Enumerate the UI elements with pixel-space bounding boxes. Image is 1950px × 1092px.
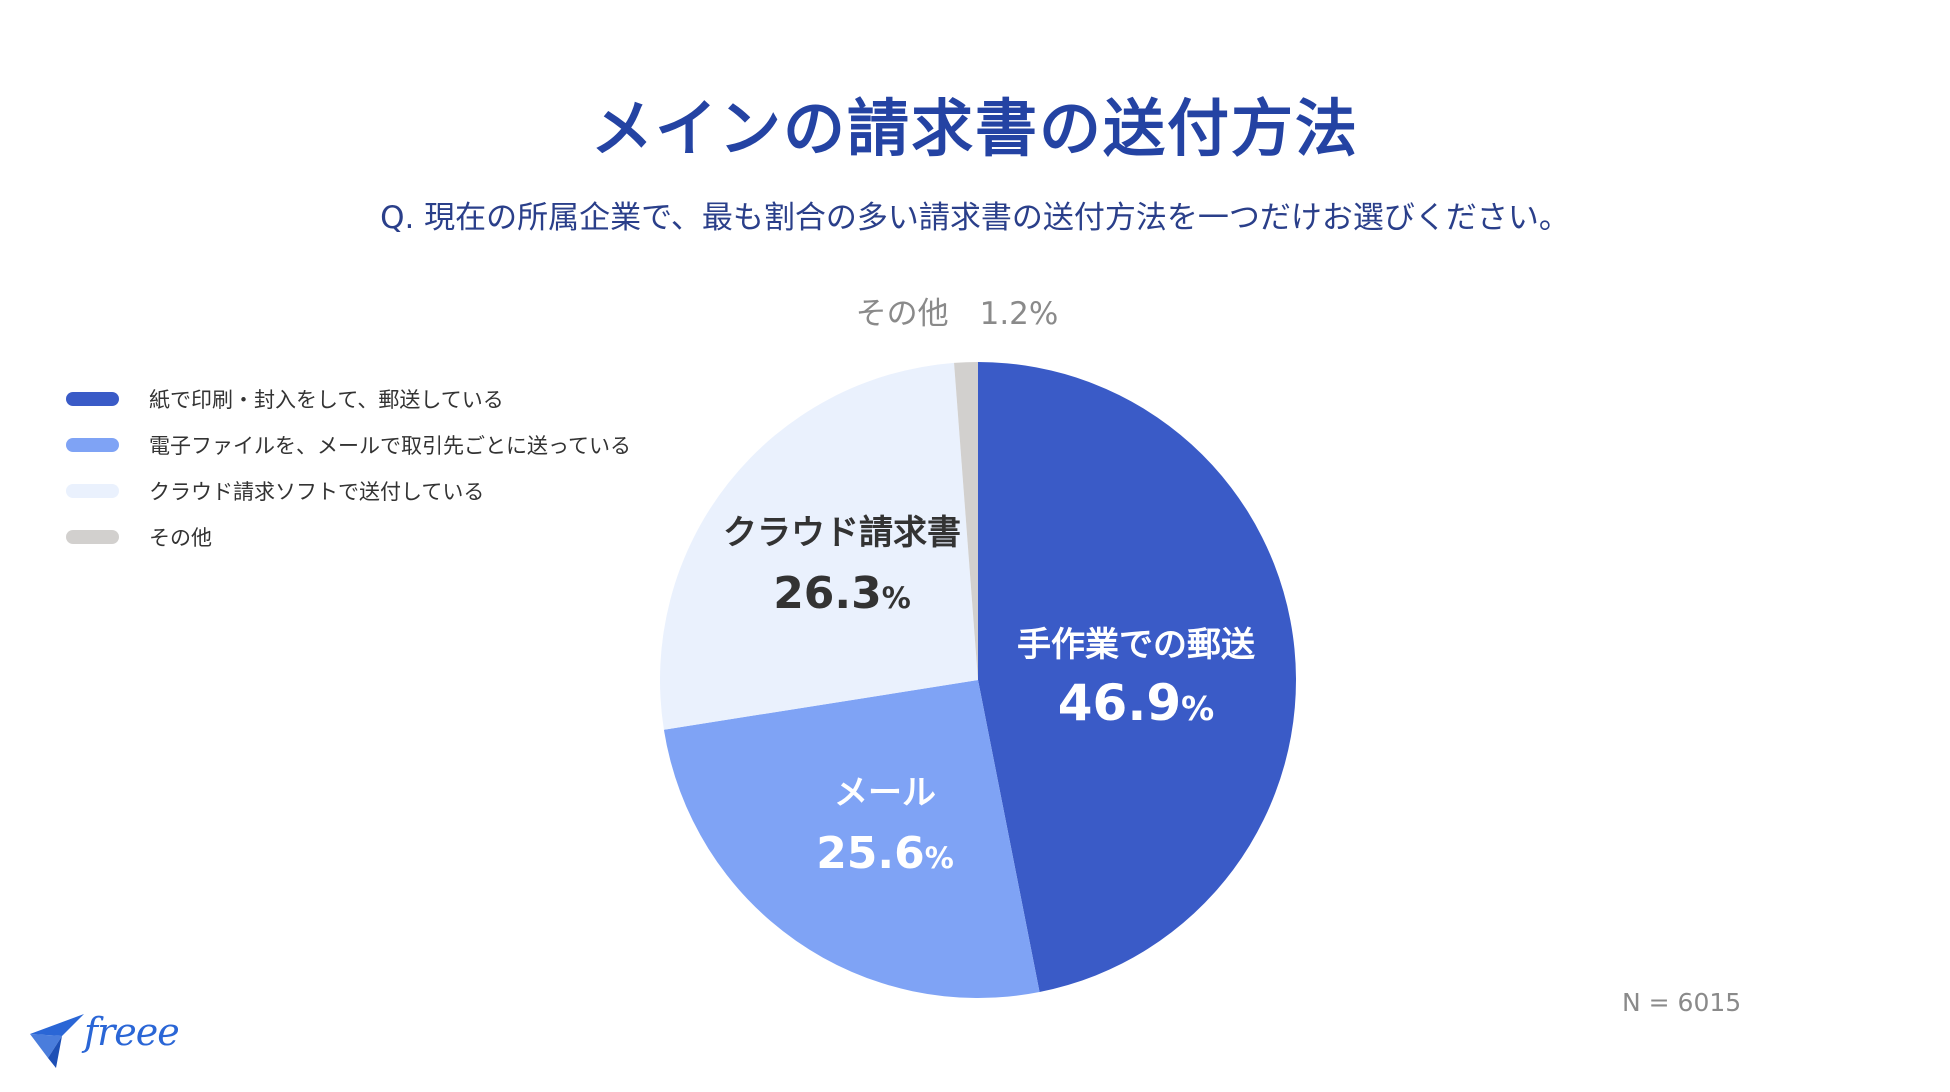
legend-item: 電子ファイルを、メールで取引先ごとに送っている [66,422,631,468]
legend: 紙で印刷・封入をして、郵送している 電子ファイルを、メールで取引先ごとに送ってい… [66,376,631,560]
legend-item: その他 [66,514,631,560]
pie-slice [663,680,1040,998]
legend-swatch [66,530,119,544]
chart-subtitle: Q. 現在の所属企業で、最も割合の多い請求書の送付方法を一つだけお選びください。 [380,200,1570,236]
legend-label: その他 [149,526,212,550]
pie-slice [978,362,1296,992]
bird-icon [30,1014,84,1068]
legend-swatch [66,392,119,406]
legend-swatch [66,438,119,452]
legend-item: 紙で印刷・封入をして、郵送している [66,376,631,422]
slice-value-label: 46.9% [1058,674,1214,732]
slice-label: 手作業での郵送 [1017,625,1255,665]
pie-slice [660,362,978,730]
chart-title: メインの請求書の送付方法 [590,92,1359,165]
sample-size-note: N = 6015 [1622,988,1742,1017]
outside-slice-label: その他 1.2% [856,296,1059,332]
logo-text: freee [84,1010,180,1054]
slice-value-label: 26.3% [773,568,911,619]
legend-swatch [66,484,119,498]
slice-value-label: 25.6% [816,828,954,879]
legend-label: 紙で印刷・封入をして、郵送している [149,388,504,412]
pie-slice [954,362,978,680]
slice-label: クラウド請求書 [723,513,961,553]
legend-label: クラウド請求ソフトで送付している [149,480,485,504]
freee-logo: freee [26,1006,196,1076]
slice-label: メール [834,773,936,813]
legend-item: クラウド請求ソフトで送付している [66,468,631,514]
legend-label: 電子ファイルを、メールで取引先ごとに送っている [149,434,631,458]
